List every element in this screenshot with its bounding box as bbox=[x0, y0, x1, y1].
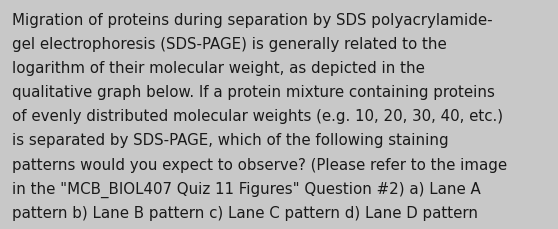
Text: gel electrophoresis (SDS-PAGE) is generally related to the: gel electrophoresis (SDS-PAGE) is genera… bbox=[12, 37, 447, 52]
Text: of evenly distributed molecular weights (e.g. 10, 20, 30, 40, etc.): of evenly distributed molecular weights … bbox=[12, 109, 503, 124]
Text: Migration of proteins during separation by SDS polyacrylamide-: Migration of proteins during separation … bbox=[12, 13, 493, 27]
Text: in the "MCB_BIOL407 Quiz 11 Figures" Question #2) a) Lane A: in the "MCB_BIOL407 Quiz 11 Figures" Que… bbox=[12, 181, 481, 197]
Text: patterns would you expect to observe? (Please refer to the image: patterns would you expect to observe? (P… bbox=[12, 157, 507, 172]
Text: logarithm of their molecular weight, as depicted in the: logarithm of their molecular weight, as … bbox=[12, 61, 425, 76]
Text: is separated by SDS-PAGE, which of the following staining: is separated by SDS-PAGE, which of the f… bbox=[12, 133, 449, 148]
Text: qualitative graph below. If a protein mixture containing proteins: qualitative graph below. If a protein mi… bbox=[12, 85, 495, 100]
Text: pattern b) Lane B pattern c) Lane C pattern d) Lane D pattern: pattern b) Lane B pattern c) Lane C patt… bbox=[12, 205, 478, 220]
